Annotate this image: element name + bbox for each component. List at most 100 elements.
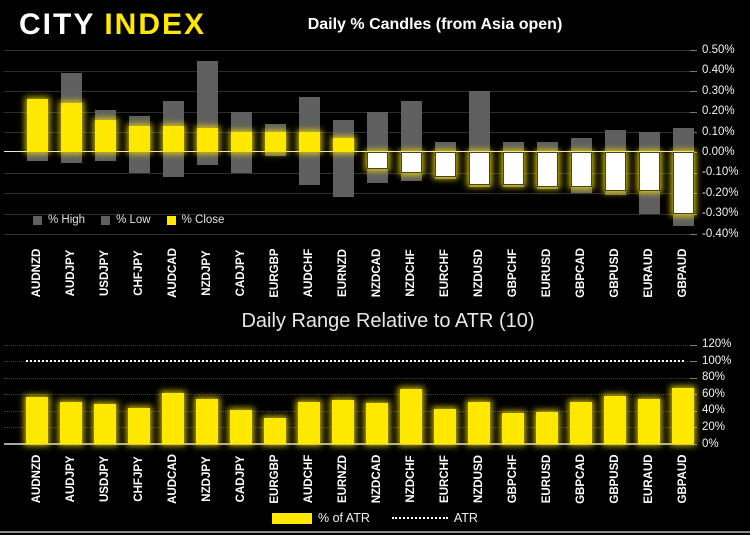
atr-dotted-line-icon bbox=[391, 517, 448, 519]
close-bar bbox=[230, 132, 252, 153]
atr-percent-bar bbox=[264, 417, 286, 444]
atr-percent-bar bbox=[60, 401, 82, 444]
close-bar bbox=[332, 138, 354, 153]
pct-atr-swatch-icon bbox=[272, 512, 313, 524]
city-index-logo: CITY INDEX bbox=[19, 8, 206, 42]
bottom-chart-title: Daily Range Relative to ATR (10) bbox=[241, 310, 535, 332]
logo-index-text: INDEX bbox=[104, 8, 207, 41]
close-swatch-icon bbox=[166, 215, 176, 225]
logo-city-text: CITY bbox=[19, 8, 96, 41]
close-bar bbox=[638, 152, 660, 192]
close-bar bbox=[264, 132, 286, 153]
atr-percent-bar bbox=[536, 411, 558, 444]
atr-percent-bar bbox=[332, 400, 354, 444]
footer-divider bbox=[0, 531, 750, 533]
x-axis-label: GBPAUD bbox=[677, 248, 689, 298]
x-axis-label: GBPAUD bbox=[677, 454, 689, 504]
legend-item-high: % High bbox=[33, 214, 85, 226]
dotted-gridline bbox=[4, 394, 694, 396]
legend-pct-atr-label: % of ATR bbox=[318, 511, 370, 525]
y-axis-label: 0.10% bbox=[702, 125, 735, 138]
close-bar bbox=[60, 103, 82, 153]
gridline bbox=[4, 91, 694, 93]
atr-percent-bar bbox=[196, 398, 218, 444]
atr-percent-bar bbox=[434, 409, 456, 444]
close-bar bbox=[94, 119, 116, 153]
atr-percent-bar bbox=[570, 401, 592, 444]
legend-high-label: % High bbox=[48, 214, 86, 226]
low-swatch-icon bbox=[101, 215, 111, 225]
y-axis-label: 100% bbox=[702, 354, 732, 367]
legend-atr-label: ATR bbox=[453, 511, 478, 525]
y-axis-tick bbox=[690, 50, 697, 52]
y-axis-label: 40% bbox=[702, 404, 726, 417]
y-axis-label: 80% bbox=[702, 371, 726, 384]
atr-percent-bar bbox=[638, 399, 660, 444]
close-bar bbox=[434, 152, 456, 177]
y-axis-label: -0.40% bbox=[702, 227, 739, 240]
atr-percent-bar bbox=[128, 408, 150, 444]
y-axis-label: 0.40% bbox=[702, 64, 735, 77]
y-axis-tick bbox=[690, 361, 697, 363]
y-axis-tick bbox=[690, 344, 697, 346]
atr-percent-bar bbox=[162, 392, 184, 444]
close-bar bbox=[502, 152, 524, 186]
x-axis-baseline bbox=[4, 443, 694, 445]
atr-percent-bar bbox=[400, 389, 422, 444]
legend-close-label: % Close bbox=[181, 214, 225, 226]
dotted-gridline bbox=[4, 344, 694, 346]
range-bar bbox=[366, 111, 388, 183]
legend-item-low: % Low bbox=[101, 214, 151, 226]
y-axis-tick bbox=[690, 132, 697, 133]
gridline bbox=[4, 111, 694, 113]
gridline bbox=[4, 70, 694, 72]
y-axis-label: 120% bbox=[702, 338, 732, 351]
bottom-chart-legend: % of ATR ATR bbox=[0, 511, 750, 525]
high-swatch-icon bbox=[33, 215, 42, 225]
close-bar bbox=[400, 152, 422, 173]
atr-percent-bar bbox=[26, 396, 48, 444]
close-bar bbox=[468, 152, 490, 186]
close-bar bbox=[536, 152, 558, 188]
y-axis-label: -0.30% bbox=[702, 207, 739, 220]
legend-low-label: % Low bbox=[116, 214, 151, 226]
y-axis-label: 60% bbox=[702, 387, 726, 400]
dotted-gridline bbox=[4, 377, 694, 379]
atr-percent-bar bbox=[604, 396, 626, 444]
close-bar bbox=[570, 152, 592, 188]
y-axis-label: 0.30% bbox=[702, 84, 735, 97]
y-axis-tick bbox=[690, 377, 697, 379]
y-axis-label: 0.00% bbox=[702, 145, 735, 158]
y-axis-label: 20% bbox=[702, 420, 726, 433]
top-chart-legend: % High % Low % Close bbox=[33, 214, 224, 226]
close-bar bbox=[26, 99, 48, 153]
gridline bbox=[4, 50, 694, 52]
legend-item-atr: ATR bbox=[391, 511, 478, 525]
legend-item-close: % Close bbox=[166, 214, 225, 226]
y-axis-label: -0.10% bbox=[702, 166, 739, 179]
y-axis-tick bbox=[690, 172, 697, 174]
y-axis-tick bbox=[690, 91, 697, 93]
y-axis-label: 0.50% bbox=[702, 43, 735, 56]
y-axis-tick bbox=[690, 152, 697, 154]
atr-percent-bar bbox=[298, 401, 320, 444]
gridline bbox=[4, 213, 694, 215]
close-bar bbox=[604, 152, 626, 192]
legend-item-pct-atr: % of ATR bbox=[272, 511, 370, 525]
atr-percent-bar bbox=[94, 403, 116, 444]
y-axis-tick bbox=[690, 213, 697, 215]
close-bar bbox=[298, 132, 320, 153]
close-bar bbox=[196, 127, 218, 153]
atr-percent-bar bbox=[230, 410, 252, 444]
atr-percent-bar bbox=[468, 401, 490, 444]
gridline bbox=[4, 234, 694, 235]
close-bar bbox=[366, 152, 388, 169]
y-axis-label: -0.20% bbox=[702, 186, 739, 199]
atr-percent-bar bbox=[366, 402, 388, 444]
y-axis-tick bbox=[690, 193, 697, 195]
y-axis-tick bbox=[690, 70, 697, 72]
atr-percent-bar bbox=[502, 413, 524, 444]
y-axis-tick bbox=[690, 234, 697, 235]
range-bar bbox=[332, 119, 354, 198]
